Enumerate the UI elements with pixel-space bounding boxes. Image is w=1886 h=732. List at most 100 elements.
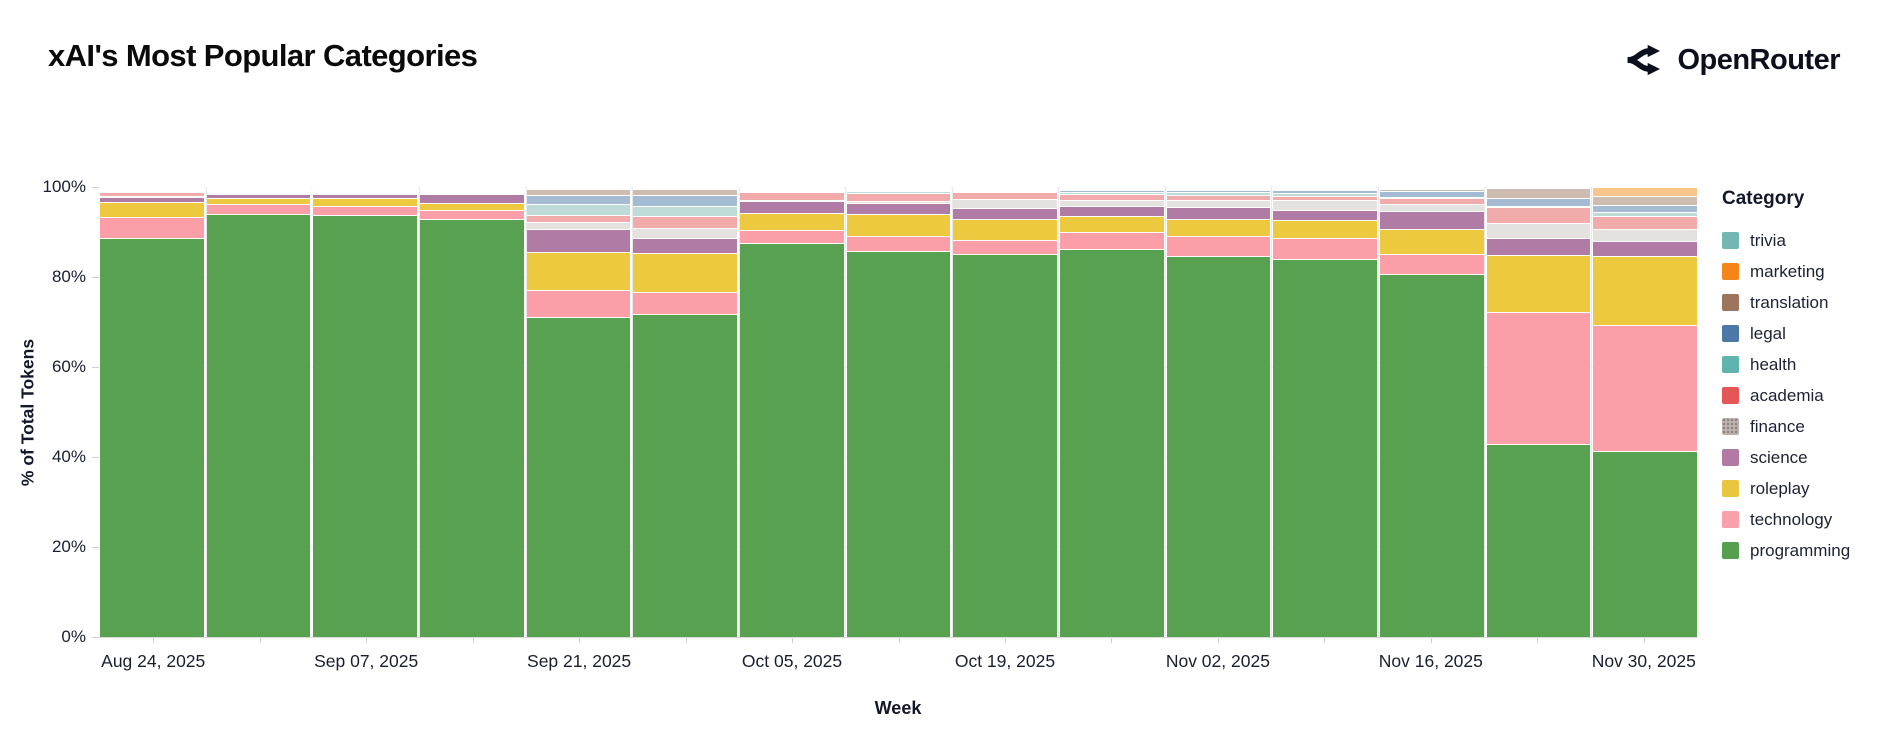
- legend-item-translation[interactable]: translation: [1722, 287, 1850, 318]
- bar-segment-marketing[interactable]: [100, 188, 204, 189]
- bar-segment-health[interactable]: [953, 191, 1058, 192]
- bar-segment-legal[interactable]: [1060, 190, 1164, 193]
- bar-segment-translation[interactable]: [1486, 188, 1591, 199]
- bar-segment-technology[interactable]: [846, 235, 951, 252]
- bar-segment-science[interactable]: [633, 237, 738, 253]
- bar-segment-legal[interactable]: [633, 194, 738, 207]
- bar-segment-translation[interactable]: [1166, 189, 1271, 190]
- bar-segment-programming[interactable]: [420, 219, 524, 637]
- bar-segment-health[interactable]: [1486, 205, 1591, 207]
- bar-segment-legal[interactable]: [1593, 204, 1698, 212]
- bar-segment-technology[interactable]: [1273, 237, 1378, 259]
- bar-segment-programming[interactable]: [1380, 274, 1484, 637]
- bar-segment-marketing[interactable]: [846, 188, 951, 189]
- legend-item-health[interactable]: health: [1722, 349, 1850, 380]
- bar-segment-science[interactable]: [420, 194, 524, 203]
- bar-segment-trivia[interactable]: [953, 187, 1058, 188]
- legend-item-marketing[interactable]: marketing: [1722, 256, 1850, 287]
- bar-segment-finance[interactable]: [1593, 229, 1698, 242]
- bar-segment-translation[interactable]: [953, 189, 1058, 190]
- bar-segment-health[interactable]: [1060, 192, 1164, 194]
- bar-segment-technology[interactable]: [633, 292, 738, 314]
- bar-segment-legal[interactable]: [1166, 190, 1271, 193]
- bar-segment-health[interactable]: [1166, 192, 1271, 195]
- bar-segment-technology[interactable]: [1060, 232, 1164, 250]
- bar-segment-marketing[interactable]: [1273, 188, 1378, 189]
- bar-segment-marketing[interactable]: [206, 188, 311, 189]
- bar-segment-marketing[interactable]: [1060, 188, 1164, 189]
- bar-segment-health[interactable]: [1380, 197, 1484, 199]
- bar-segment-finance[interactable]: [1166, 200, 1271, 208]
- bar-segment-translation[interactable]: [1593, 196, 1698, 205]
- bar-segment-trivia[interactable]: [100, 187, 204, 188]
- legend-item-academia[interactable]: academia: [1722, 380, 1850, 411]
- bar-segment-marketing[interactable]: [1486, 187, 1591, 189]
- bar-segment-translation[interactable]: [1060, 189, 1164, 191]
- bar-segment-science[interactable]: [1486, 237, 1591, 256]
- legend-item-roleplay[interactable]: roleplay: [1722, 473, 1850, 504]
- bar-segment-marketing[interactable]: [313, 188, 418, 189]
- bar-segment-health[interactable]: [420, 191, 524, 192]
- bar-segment-finance[interactable]: [1486, 222, 1591, 238]
- bar-segment-technology[interactable]: [1593, 324, 1698, 452]
- bar-segment-programming[interactable]: [846, 251, 951, 638]
- bar-segment-programming[interactable]: [313, 214, 418, 637]
- bar-segment-programming[interactable]: [1166, 255, 1271, 637]
- bar-segment-health[interactable]: [846, 191, 951, 194]
- bar-segment-science[interactable]: [313, 194, 418, 199]
- bar-segment-finance[interactable]: [1273, 200, 1378, 210]
- bar-segment-science[interactable]: [740, 201, 844, 214]
- bar-segment-academia[interactable]: [846, 193, 951, 202]
- bar-segment-roleplay[interactable]: [846, 214, 951, 236]
- bar-segment-finance[interactable]: [526, 222, 631, 229]
- bar-segment-science[interactable]: [846, 202, 951, 215]
- bar-segment-health[interactable]: [526, 204, 631, 215]
- bar-segment-translation[interactable]: [846, 189, 951, 190]
- bar-segment-academia[interactable]: [1273, 196, 1378, 201]
- bar-segment-academia[interactable]: [633, 216, 738, 228]
- bar-segment-trivia[interactable]: [313, 187, 418, 188]
- bar-segment-translation[interactable]: [206, 189, 311, 190]
- bar-segment-marketing[interactable]: [740, 188, 844, 189]
- bar-segment-translation[interactable]: [100, 189, 204, 190]
- bar-segment-marketing[interactable]: [1380, 188, 1484, 189]
- bar-segment-health[interactable]: [1593, 211, 1698, 217]
- bar-segment-academia[interactable]: [313, 192, 418, 193]
- bar-segment-finance[interactable]: [420, 193, 524, 195]
- bar-segment-marketing[interactable]: [633, 188, 738, 190]
- bar-segment-legal[interactable]: [953, 190, 1058, 191]
- bar-segment-legal[interactable]: [313, 190, 418, 191]
- legend-item-finance[interactable]: finance: [1722, 411, 1850, 442]
- bar-segment-health[interactable]: [100, 191, 204, 192]
- bar-segment-trivia[interactable]: [740, 187, 844, 188]
- bar-segment-marketing[interactable]: [1593, 187, 1698, 197]
- bar-segment-academia[interactable]: [953, 192, 1058, 200]
- bar-segment-legal[interactable]: [526, 194, 631, 205]
- bar-segment-roleplay[interactable]: [420, 202, 524, 210]
- bar-segment-translation[interactable]: [1380, 189, 1484, 192]
- bar-segment-translation[interactable]: [633, 189, 738, 195]
- bar-segment-academia[interactable]: [526, 214, 631, 223]
- bar-segment-academia[interactable]: [420, 192, 524, 194]
- bar-segment-finance[interactable]: [100, 195, 204, 197]
- bar-segment-technology[interactable]: [420, 209, 524, 220]
- bar-segment-translation[interactable]: [313, 189, 418, 190]
- bar-segment-technology[interactable]: [1380, 253, 1484, 275]
- bar-segment-legal[interactable]: [420, 190, 524, 191]
- bar-segment-legal[interactable]: [206, 190, 311, 191]
- bar-segment-roleplay[interactable]: [740, 213, 844, 231]
- bar-segment-marketing[interactable]: [1166, 188, 1271, 189]
- legend-item-programming[interactable]: programming: [1722, 535, 1850, 566]
- bar-segment-roleplay[interactable]: [1273, 220, 1378, 238]
- bar-segment-marketing[interactable]: [953, 188, 1058, 189]
- bar-segment-academia[interactable]: [1060, 193, 1164, 200]
- bar-segment-science[interactable]: [1273, 209, 1378, 221]
- bar-segment-legal[interactable]: [846, 190, 951, 192]
- bar-segment-legal[interactable]: [740, 190, 844, 191]
- bar-segment-trivia[interactable]: [1166, 187, 1271, 188]
- bar-segment-technology[interactable]: [313, 205, 418, 215]
- bar-segment-roleplay[interactable]: [1060, 215, 1164, 233]
- bar-segment-roleplay[interactable]: [1486, 255, 1591, 312]
- bar-segment-science[interactable]: [206, 194, 311, 199]
- bar-segment-science[interactable]: [100, 196, 204, 202]
